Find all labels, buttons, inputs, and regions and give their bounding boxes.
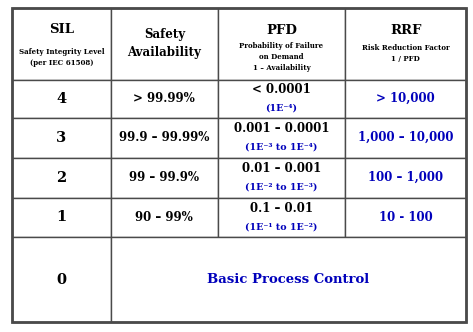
Bar xyxy=(12,8,111,80)
Text: 100 – 1,000: 100 – 1,000 xyxy=(368,171,443,184)
Text: Basic Process Control: Basic Process Control xyxy=(207,273,370,286)
Text: 3: 3 xyxy=(56,131,67,145)
Text: 1: 1 xyxy=(56,210,67,224)
Text: < 0.0001: < 0.0001 xyxy=(252,83,311,96)
Text: 0.01 – 0.001: 0.01 – 0.001 xyxy=(242,162,321,175)
Text: (1E⁻¹ to 1E⁻²): (1E⁻¹ to 1E⁻²) xyxy=(245,222,318,231)
Bar xyxy=(12,118,111,158)
Bar xyxy=(12,237,111,322)
Text: 99 – 99.9%: 99 – 99.9% xyxy=(130,171,199,184)
Text: (1E⁻² to 1E⁻³): (1E⁻² to 1E⁻³) xyxy=(245,182,318,192)
Text: 0.001 – 0.0001: 0.001 – 0.0001 xyxy=(234,122,329,135)
Text: > 10,000: > 10,000 xyxy=(376,92,435,105)
Bar xyxy=(111,158,218,198)
Bar xyxy=(111,237,466,322)
Bar xyxy=(111,118,218,158)
Text: 0.1 – 0.01: 0.1 – 0.01 xyxy=(250,202,313,215)
Text: 4: 4 xyxy=(56,92,67,106)
Text: PFD: PFD xyxy=(266,24,297,37)
Bar xyxy=(111,8,218,80)
Bar xyxy=(111,198,218,237)
Bar xyxy=(218,8,345,80)
Text: Risk Reduction Factor
1 / PFD: Risk Reduction Factor 1 / PFD xyxy=(362,44,449,63)
Text: 90 – 99%: 90 – 99% xyxy=(135,211,193,224)
Bar xyxy=(12,158,111,198)
Bar xyxy=(12,80,111,118)
Bar xyxy=(345,8,466,80)
Text: 2: 2 xyxy=(56,171,67,185)
Text: > 99.99%: > 99.99% xyxy=(133,92,195,105)
Text: SIL: SIL xyxy=(49,23,74,36)
Bar xyxy=(218,118,345,158)
Text: (1E⁻³ to 1E⁻⁴): (1E⁻³ to 1E⁻⁴) xyxy=(245,142,318,152)
Text: 0: 0 xyxy=(56,273,67,287)
Bar xyxy=(12,198,111,237)
Bar xyxy=(345,80,466,118)
Text: Probability of Failure
on Demand
1 – Availability: Probability of Failure on Demand 1 – Ava… xyxy=(239,42,324,72)
Bar xyxy=(345,118,466,158)
Text: RRF: RRF xyxy=(390,24,421,37)
Text: 10 - 100: 10 - 100 xyxy=(379,211,432,224)
Bar xyxy=(218,198,345,237)
Text: (1E⁻⁴): (1E⁻⁴) xyxy=(265,104,298,113)
Text: Safety
Availability: Safety Availability xyxy=(127,29,201,59)
Text: Safety Integrity Level
(per IEC 61508): Safety Integrity Level (per IEC 61508) xyxy=(18,48,105,67)
Bar xyxy=(345,198,466,237)
Text: 99.9 – 99.99%: 99.9 – 99.99% xyxy=(119,131,210,144)
Bar xyxy=(345,158,466,198)
Text: 1,000 – 10,000: 1,000 – 10,000 xyxy=(358,131,453,144)
Bar xyxy=(218,158,345,198)
Bar xyxy=(218,80,345,118)
Bar xyxy=(111,80,218,118)
